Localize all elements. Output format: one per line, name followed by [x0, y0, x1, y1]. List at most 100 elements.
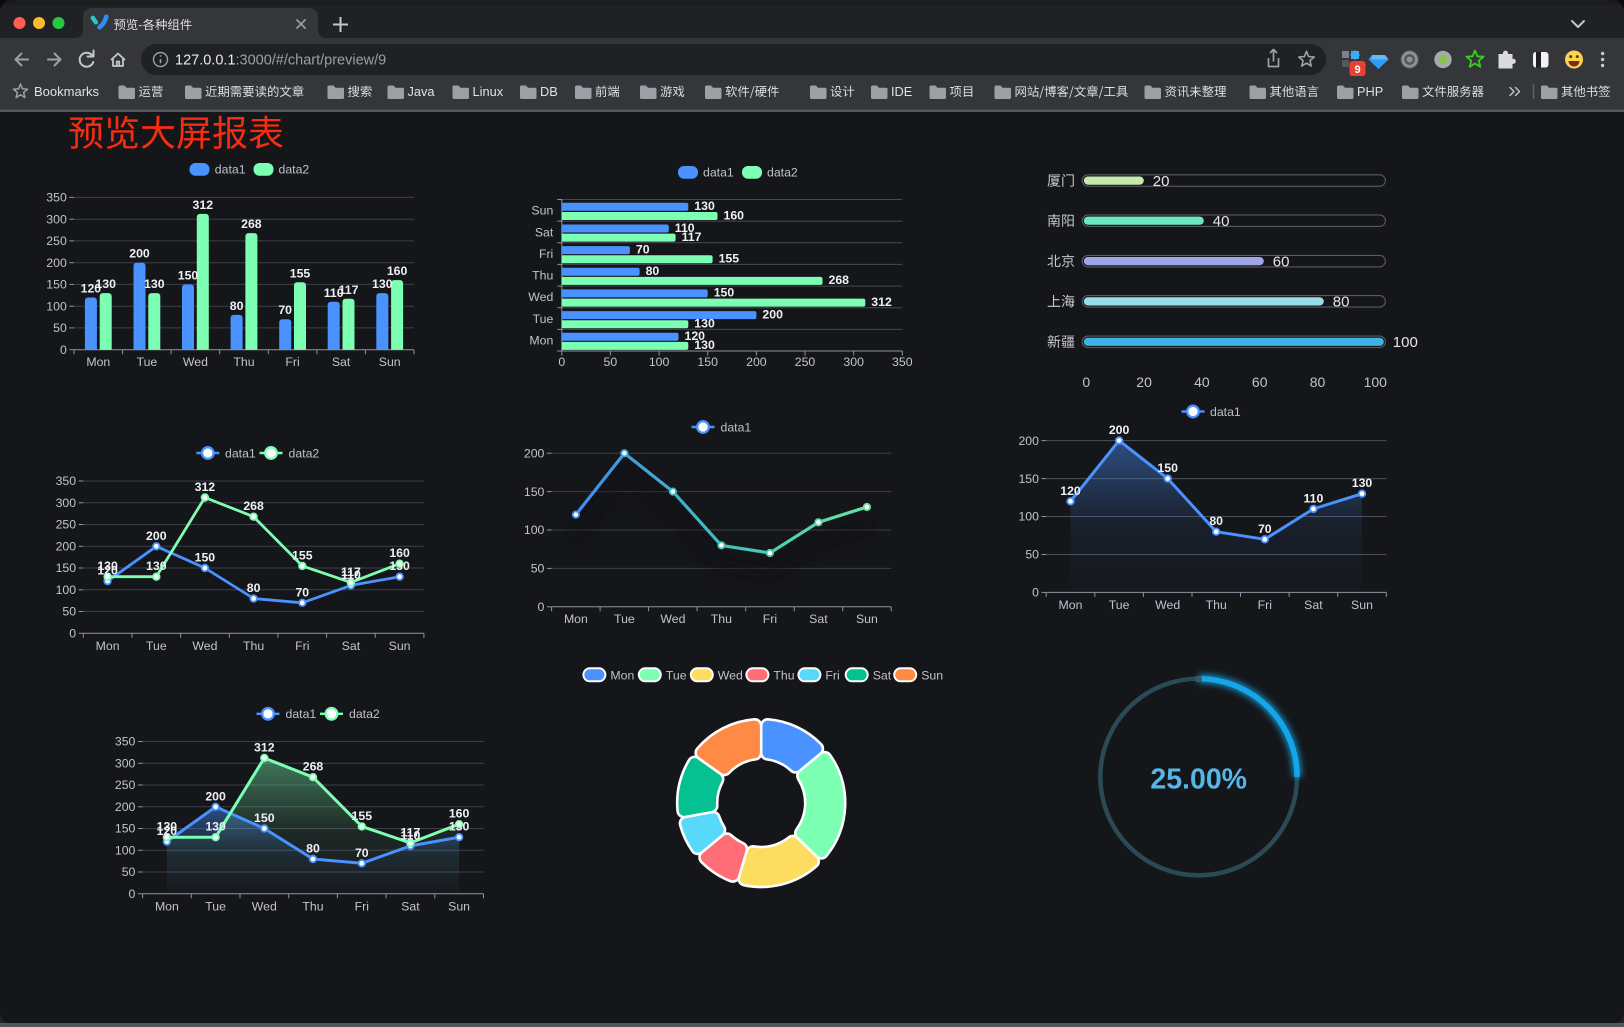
svg-text:Sun: Sun: [389, 639, 411, 653]
svg-text:200: 200: [129, 247, 150, 261]
svg-text:Wed: Wed: [718, 668, 743, 682]
svg-text:110: 110: [400, 828, 420, 842]
svg-text:150: 150: [1018, 472, 1039, 486]
svg-text:100: 100: [46, 299, 67, 313]
svg-text:Mon: Mon: [86, 355, 110, 369]
svg-text:20: 20: [1153, 173, 1170, 190]
svg-text:50: 50: [122, 865, 136, 879]
svg-text:130: 130: [144, 277, 165, 291]
svg-text:Tue: Tue: [137, 355, 158, 369]
svg-text:300: 300: [46, 212, 67, 226]
svg-text:0: 0: [69, 627, 76, 641]
svg-text:Tue: Tue: [146, 639, 167, 653]
svg-text:200: 200: [1018, 434, 1039, 448]
svg-text:50: 50: [531, 562, 545, 576]
svg-text:70: 70: [278, 303, 292, 317]
svg-text:Fri: Fri: [285, 355, 299, 369]
svg-text:117: 117: [400, 825, 420, 839]
svg-text:IDE: IDE: [891, 84, 912, 99]
svg-text:200: 200: [1109, 423, 1130, 437]
svg-text:120: 120: [97, 564, 118, 578]
svg-text:110: 110: [675, 221, 695, 235]
svg-text:200: 200: [746, 355, 767, 369]
svg-text:Thu: Thu: [1206, 598, 1227, 612]
svg-text:130: 130: [97, 559, 118, 573]
svg-text:130: 130: [694, 317, 715, 331]
svg-text:100: 100: [649, 355, 670, 369]
svg-text:40: 40: [1194, 374, 1210, 390]
svg-text:data1: data1: [215, 163, 246, 177]
svg-text:150: 150: [178, 268, 199, 282]
svg-text:data1: data1: [286, 707, 317, 721]
svg-text:Linux: Linux: [473, 84, 504, 99]
svg-text:Thu: Thu: [243, 639, 264, 653]
svg-text:Thu: Thu: [233, 355, 254, 369]
svg-text:100: 100: [1393, 334, 1418, 351]
svg-text:0: 0: [129, 887, 136, 901]
svg-text:70: 70: [355, 846, 369, 860]
svg-text:Mon: Mon: [96, 639, 120, 653]
svg-text:Sun: Sun: [379, 355, 401, 369]
svg-text:Wed: Wed: [660, 612, 685, 626]
svg-text:120: 120: [1060, 484, 1081, 498]
svg-text:data2: data2: [767, 166, 798, 180]
svg-text:200: 200: [115, 800, 136, 814]
svg-text:268: 268: [243, 499, 264, 513]
svg-text:200: 200: [524, 446, 545, 460]
svg-text:200: 200: [146, 529, 167, 543]
svg-text:160: 160: [449, 807, 470, 821]
svg-text:160: 160: [387, 264, 408, 278]
svg-text:100: 100: [56, 583, 77, 597]
svg-text:130: 130: [694, 338, 715, 352]
svg-text:Thu: Thu: [532, 269, 553, 283]
svg-text:Fri: Fri: [295, 639, 309, 653]
svg-text:150: 150: [714, 286, 735, 300]
svg-text:110: 110: [341, 568, 361, 582]
svg-text:Fri: Fri: [825, 668, 839, 682]
svg-text:data2: data2: [289, 446, 320, 460]
svg-text:DB: DB: [540, 84, 558, 99]
svg-text:Mon: Mon: [155, 899, 179, 913]
svg-text:130: 130: [205, 820, 226, 834]
svg-text:Tue: Tue: [614, 612, 635, 626]
svg-text:312: 312: [254, 741, 275, 755]
svg-text:100: 100: [524, 523, 545, 537]
svg-text:312: 312: [871, 295, 892, 309]
svg-text:250: 250: [56, 518, 77, 532]
svg-text:Wed: Wed: [192, 639, 217, 653]
svg-text:80: 80: [230, 299, 244, 313]
svg-text:70: 70: [295, 585, 309, 599]
svg-text:Mon: Mon: [610, 668, 634, 682]
svg-text:300: 300: [843, 355, 864, 369]
svg-text:130: 130: [146, 559, 167, 573]
svg-text:130: 130: [95, 277, 116, 291]
svg-text:250: 250: [46, 234, 67, 248]
svg-text:Wed: Wed: [528, 290, 553, 304]
svg-text:155: 155: [290, 266, 311, 280]
svg-text:80: 80: [306, 842, 320, 856]
svg-text:Wed: Wed: [252, 899, 277, 913]
svg-text:Sun: Sun: [921, 668, 943, 682]
svg-text:70: 70: [1258, 522, 1272, 536]
svg-text:150: 150: [697, 355, 718, 369]
svg-text:9: 9: [1354, 64, 1360, 76]
svg-text:60: 60: [1252, 374, 1268, 390]
svg-text:150: 150: [195, 551, 216, 565]
svg-text:268: 268: [829, 273, 850, 287]
svg-text:268: 268: [241, 217, 262, 231]
svg-text:155: 155: [352, 809, 373, 823]
svg-text:Wed: Wed: [183, 355, 208, 369]
svg-text:155: 155: [719, 252, 740, 266]
svg-text:0: 0: [538, 600, 545, 614]
svg-text:Sat: Sat: [873, 668, 892, 682]
svg-text:80: 80: [247, 581, 261, 595]
svg-text:Tue: Tue: [1109, 598, 1130, 612]
svg-text:Mon: Mon: [1059, 598, 1083, 612]
svg-text:PHP: PHP: [1357, 84, 1383, 99]
svg-text:Sat: Sat: [401, 899, 420, 913]
svg-text:data1: data1: [703, 166, 734, 180]
svg-text:Fri: Fri: [539, 247, 553, 261]
svg-text:0: 0: [1032, 586, 1039, 600]
svg-text:80: 80: [1310, 374, 1326, 390]
svg-text:Java: Java: [408, 84, 436, 99]
